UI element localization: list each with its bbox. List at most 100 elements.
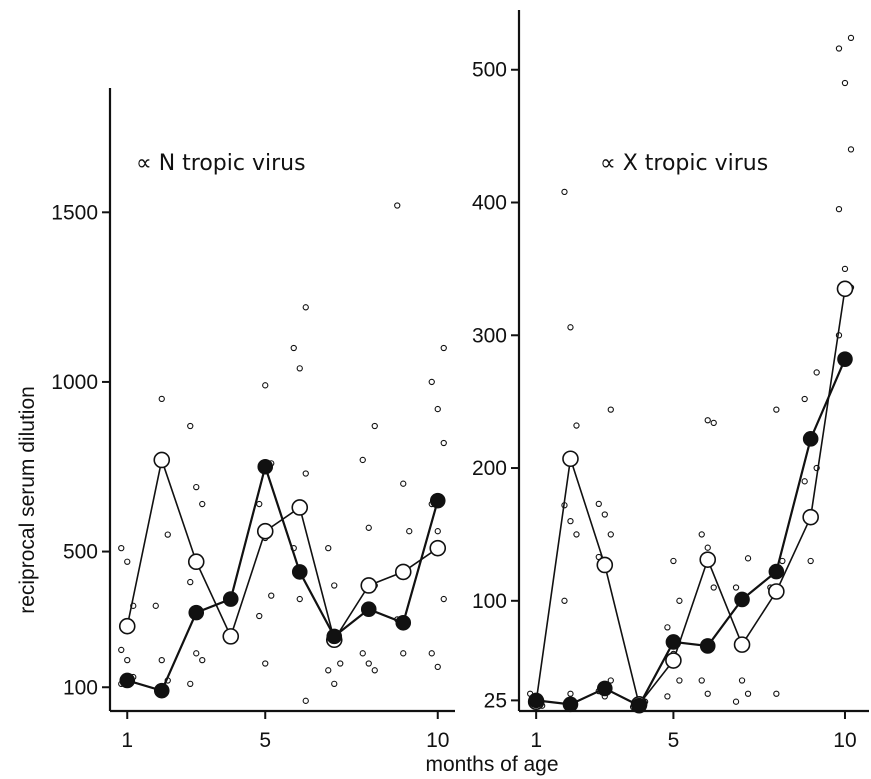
scatter-point [801,395,808,403]
scatter-point [561,188,568,196]
scatter-point [607,677,614,684]
scatter-point [710,584,717,591]
series-point-open-circle [836,280,854,298]
scatter-point [567,324,574,331]
scatter-point [331,582,338,589]
scatter-point [193,483,200,491]
scatter-point [187,578,194,586]
series-point-open-circle [360,577,378,594]
series-point-open-circle [665,652,682,669]
scatter-point [732,584,740,591]
scatter-point [371,422,378,430]
scatter-point [365,524,372,531]
series-point-open-circle [699,551,717,568]
scatter-point [302,304,309,311]
scatter-point [744,555,752,562]
scatter-point [607,406,614,413]
scatter-point [118,545,125,552]
x-tick-label: 10 [426,729,449,752]
series-point-open-circle [118,617,136,635]
scatter-point [365,660,372,667]
scatter-point [813,369,820,376]
scatter-point [337,660,344,667]
scatter-point [807,557,814,565]
scatter-point [595,500,602,508]
series-point-filled-circle [734,591,750,608]
series-point-filled-circle [153,682,170,699]
x-tick-label: 5 [668,729,680,752]
scatter-point [406,528,413,535]
scatter-point [434,528,441,535]
y-tick-label: 500 [63,541,98,564]
series-point-open-circle [562,450,579,468]
left-scatter-points [118,202,447,704]
right-series-lines [535,288,846,708]
scatter-point [567,517,574,525]
scatter-point [359,650,366,657]
scatter-point [738,677,746,684]
series-point-filled-circle [326,628,343,645]
scatter-point [158,656,165,664]
scatter-point [440,595,447,603]
scatter-point [440,344,447,352]
scatter-point [801,478,808,485]
scatter-point [193,650,200,657]
scatter-point [262,660,269,667]
series-point-filled-circle [257,458,274,475]
y-axis-title: reciprocal serum dilution [16,386,39,614]
scatter-point [841,79,849,87]
y-tick-label: 300 [472,324,507,347]
series-line-filled-circle [126,462,439,692]
y-tick-label: 500 [472,59,507,82]
left-series-markers [118,451,447,699]
y-tick-label: 100 [63,676,98,699]
left-series-lines [126,456,439,692]
scatter-point [704,544,711,551]
series-point-open-circle [429,539,447,557]
scatter-point [434,663,441,671]
series-point-filled-circle [528,692,544,709]
scatter-point [400,480,407,487]
scatter-point [296,595,303,603]
scatter-point [428,378,435,386]
scatter-point [262,382,269,389]
series-point-open-circle [768,583,785,600]
scatter-point [567,690,574,697]
scatter-point [371,667,378,674]
y-tick-label: 1000 [51,371,98,394]
scatter-point [325,545,332,552]
scatter-point [744,690,752,697]
series-line-open-circle [126,456,439,642]
scatter-point [847,34,855,42]
left-panel-title: ∝ N tropic virus [136,151,306,176]
scatter-point [359,456,366,464]
scatter-point [773,690,780,697]
series-line-open-circle [535,288,846,707]
y-tick-label: 25 [484,689,507,712]
left-y-ticks: 100 500 1000 1500 [51,201,110,699]
x-tick-label: 5 [259,729,271,752]
scatter-point [664,624,671,631]
x-tick-label: 1 [530,729,542,752]
series-line-filled-circle [536,358,846,708]
scatter-point [394,202,401,209]
scatter-point [199,500,206,508]
right-panel-title: ∝ X tropic virus [600,151,768,176]
series-point-filled-circle [429,492,446,509]
scatter-point [835,45,843,52]
series-point-filled-circle [837,351,853,367]
series-point-filled-circle [188,604,205,621]
right-x-ticks: 1 5 10 [530,711,857,752]
x-tick-label: 1 [121,729,133,752]
series-point-filled-circle [631,697,647,714]
series-point-open-circle [596,556,614,574]
scatter-point [118,646,125,654]
series-point-open-circle [733,636,751,653]
scatter-point [124,558,131,565]
series-point-filled-circle [562,696,579,713]
scatter-point [670,557,677,565]
scatter-point [199,656,206,664]
scatter-point [704,690,711,697]
